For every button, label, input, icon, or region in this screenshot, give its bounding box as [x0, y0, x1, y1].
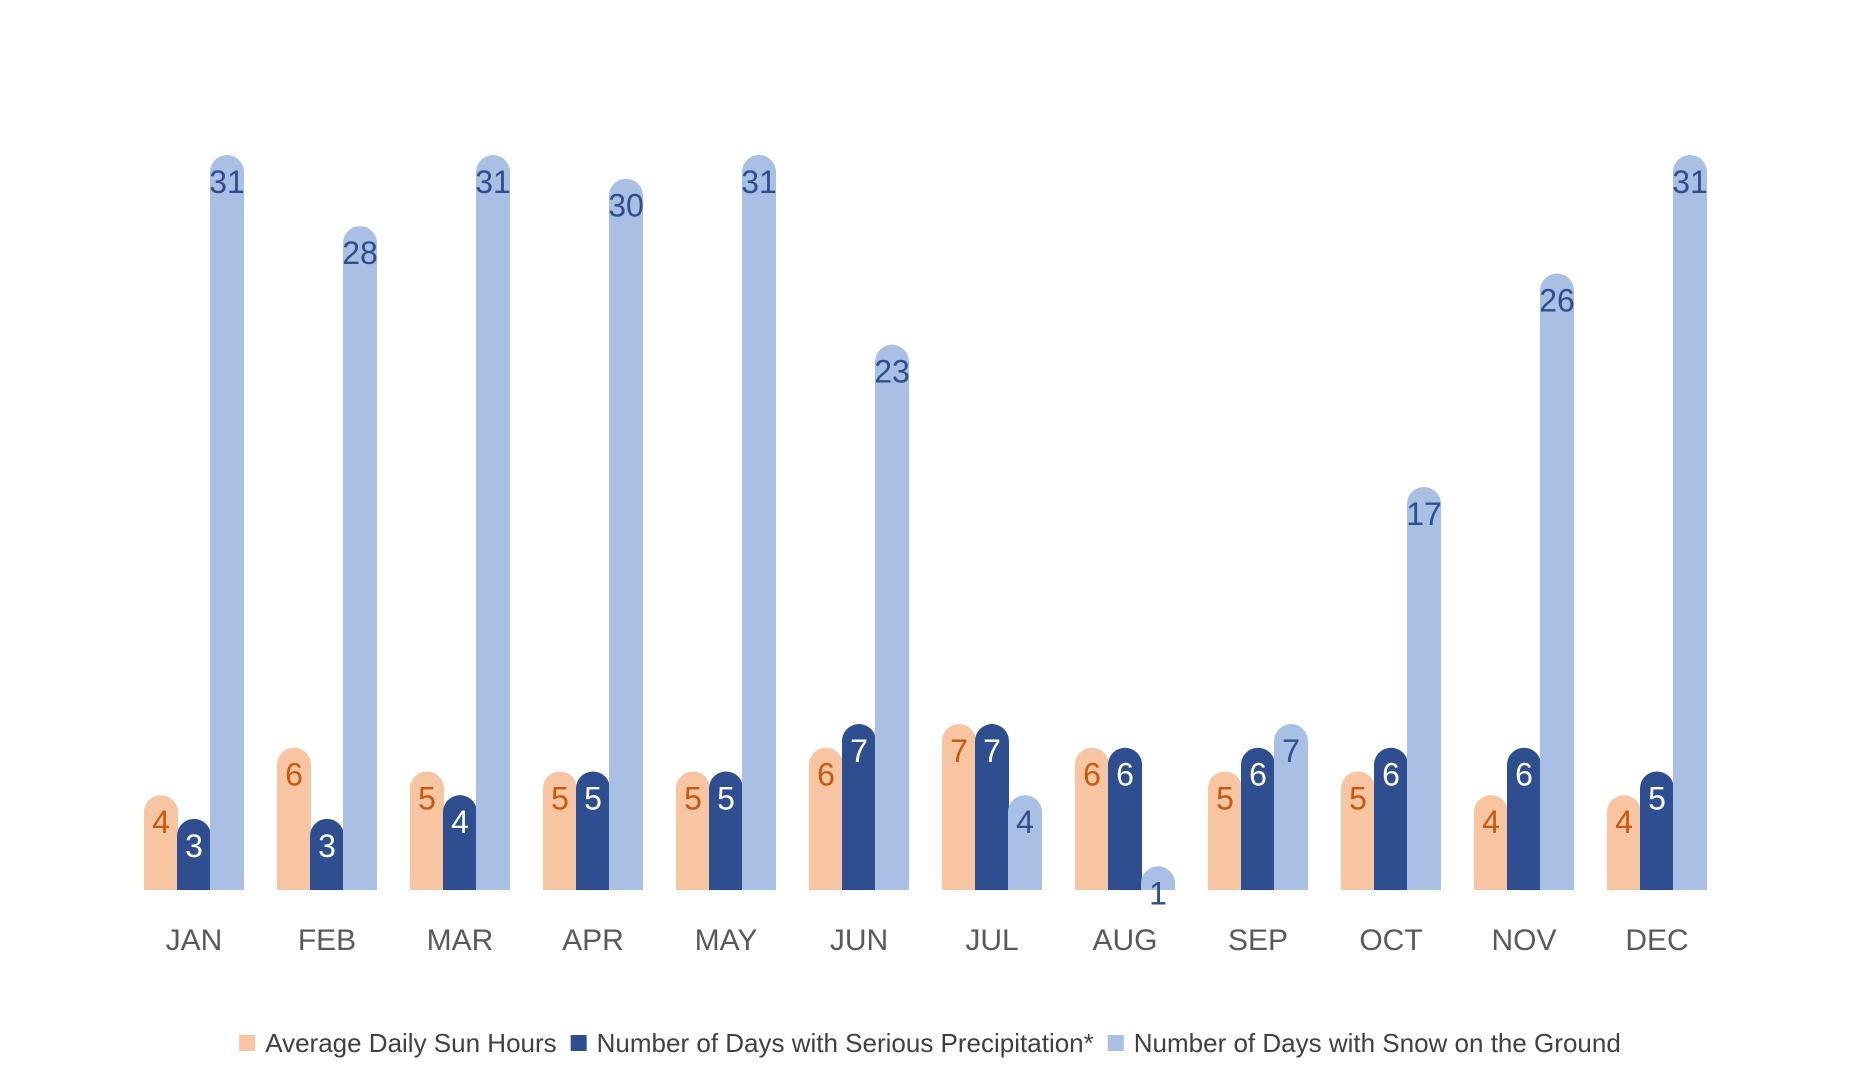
bar-apr-series-3	[609, 178, 643, 891]
data-label-feb-series-1: 6	[285, 757, 303, 793]
x-tick-label-nov: NOV	[1491, 924, 1556, 957]
bar-aug-series-2	[1108, 747, 1142, 890]
bar-dec-series-2	[1640, 771, 1674, 890]
data-label-nov-series-3: 26	[1539, 283, 1575, 319]
data-label-feb-series-2: 3	[318, 828, 336, 864]
data-label-sep-series-2: 6	[1249, 757, 1267, 793]
data-label-mar-series-3: 31	[475, 164, 511, 200]
bar-feb-series-2	[310, 818, 344, 890]
x-tick-label-aug: AUG	[1092, 924, 1157, 957]
legend-label-series-1: Average Daily Sun Hours	[265, 1028, 556, 1058]
bar-jan-series-2	[177, 818, 211, 890]
bar-dec-series-3	[1673, 155, 1707, 890]
bar-sep-series-3	[1274, 724, 1308, 890]
bar-jul-series-2	[975, 724, 1009, 890]
data-label-jul-series-1: 7	[950, 733, 968, 769]
bar-jan-series-1	[144, 795, 178, 890]
data-label-nov-series-2: 6	[1515, 757, 1533, 793]
data-label-dec-series-1: 4	[1615, 804, 1633, 840]
bar-oct-series-3	[1407, 486, 1441, 890]
bar-jun-series-1	[809, 747, 843, 890]
bar-nov-series-1	[1474, 795, 1508, 890]
data-label-sep-series-3: 7	[1282, 733, 1300, 769]
bar-mar-series-2	[443, 795, 477, 890]
data-label-may-series-3: 31	[741, 164, 777, 200]
legend-label-series-3: Number of Days with Snow on the Ground	[1134, 1028, 1621, 1058]
data-label-aug-series-3: 1	[1149, 875, 1167, 911]
bar-nov-series-3	[1540, 273, 1574, 890]
bar-jan-series-3	[210, 155, 244, 890]
bar-sep-series-2	[1241, 747, 1275, 890]
data-label-sep-series-1: 5	[1216, 780, 1234, 816]
x-tick-label-jan: JAN	[166, 924, 223, 957]
data-label-aug-series-2: 6	[1116, 757, 1134, 793]
data-label-mar-series-1: 5	[418, 780, 436, 816]
data-label-apr-series-3: 30	[608, 188, 644, 224]
bar-apr-series-1	[543, 771, 577, 890]
bar-mar-series-1	[410, 771, 444, 890]
bars-group	[144, 155, 1707, 891]
bar-jul-series-3	[1008, 795, 1042, 890]
bar-sep-series-1	[1208, 771, 1242, 890]
bar-jun-series-3	[875, 344, 909, 890]
x-tick-label-dec: DEC	[1625, 924, 1688, 957]
data-label-aug-series-1: 6	[1083, 757, 1101, 793]
bar-aug-series-1	[1075, 747, 1109, 890]
data-label-may-series-2: 5	[717, 780, 735, 816]
bar-feb-series-1	[277, 747, 311, 890]
data-label-apr-series-2: 5	[584, 780, 602, 816]
data-label-jun-series-3: 23	[874, 354, 910, 390]
legend-label-series-2: Number of Days with Serious Precipitatio…	[597, 1028, 1094, 1058]
data-label-oct-series-3: 17	[1406, 496, 1442, 532]
data-label-jan-series-1: 4	[152, 804, 170, 840]
data-label-feb-series-3: 28	[342, 235, 378, 271]
data-label-oct-series-2: 6	[1382, 757, 1400, 793]
data-label-jul-series-2: 7	[983, 733, 1001, 769]
bar-oct-series-1	[1341, 771, 1375, 890]
bar-feb-series-3	[343, 226, 377, 890]
data-label-mar-series-2: 4	[451, 804, 469, 840]
bar-may-series-1	[676, 771, 710, 890]
bar-mar-series-3	[476, 155, 510, 890]
data-label-may-series-1: 5	[684, 780, 702, 816]
data-label-jan-series-3: 31	[209, 164, 245, 200]
data-label-jan-series-2: 3	[185, 828, 203, 864]
bar-jun-series-2	[842, 724, 876, 890]
data-label-oct-series-1: 5	[1349, 780, 1367, 816]
data-label-dec-series-2: 5	[1648, 780, 1666, 816]
bar-nov-series-2	[1507, 747, 1541, 890]
bar-dec-series-1	[1607, 795, 1641, 890]
x-tick-label-oct: OCT	[1359, 924, 1422, 957]
data-label-dec-series-3: 31	[1672, 164, 1708, 200]
x-tick-label-jun: JUN	[830, 924, 888, 957]
x-tick-label-jul: JUL	[965, 924, 1018, 957]
data-label-jun-series-2: 7	[850, 733, 868, 769]
data-label-jul-series-3: 4	[1016, 804, 1034, 840]
legend-swatch-series-2	[570, 1035, 587, 1051]
bar-apr-series-2	[576, 771, 610, 890]
x-tick-label-mar: MAR	[427, 924, 494, 957]
data-label-apr-series-1: 5	[551, 780, 569, 816]
legend-swatch-series-1	[239, 1035, 256, 1051]
data-label-nov-series-1: 4	[1482, 804, 1500, 840]
x-tick-label-apr: APR	[562, 924, 624, 957]
bar-jul-series-1	[942, 724, 976, 890]
category-labels-group: JAN FEB MAR APR MAY JUN JUL AUG SEP OCT NOV DEC	[166, 924, 1689, 957]
bar-may-series-2	[709, 771, 743, 890]
legend-swatch-series-3	[1107, 1035, 1124, 1051]
x-tick-label-sep: SEP	[1228, 924, 1288, 957]
x-tick-label-feb: FEB	[298, 924, 356, 957]
bar-oct-series-2	[1374, 747, 1408, 890]
bar-may-series-3	[742, 155, 776, 890]
x-tick-label-may: MAY	[695, 924, 758, 957]
bar-aug-series-3	[1141, 866, 1175, 890]
data-label-jun-series-1: 6	[817, 757, 835, 793]
legend: Average Daily Sun Hours Number of Days wi…	[239, 1028, 1621, 1058]
